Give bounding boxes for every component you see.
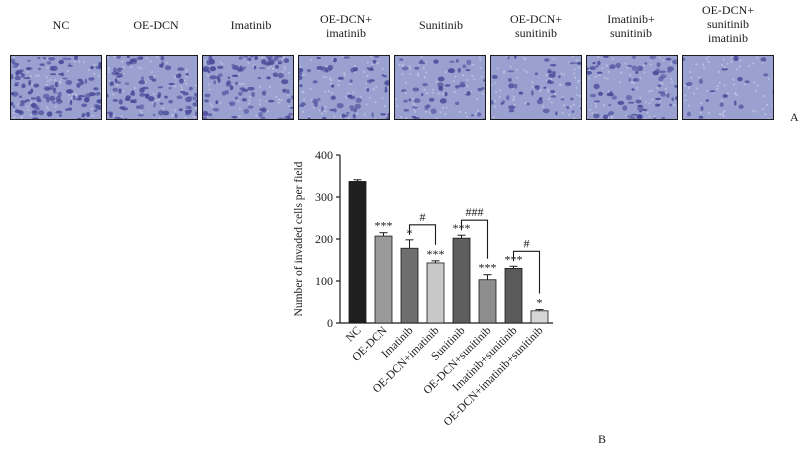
panel-a-label-4: Sunitinib bbox=[418, 18, 463, 32]
bar-3 bbox=[426, 262, 445, 324]
y-tick-label: 300 bbox=[315, 190, 333, 204]
panel-a-label-1: OE-DCN bbox=[133, 18, 179, 32]
micrograph-sunitinib bbox=[394, 55, 486, 120]
category-label: NC bbox=[344, 324, 364, 344]
micrograph-oe-dcn bbox=[106, 55, 198, 120]
micrograph-image bbox=[587, 56, 677, 119]
comparison-bracket bbox=[512, 250, 541, 294]
micrograph-image bbox=[683, 56, 773, 119]
panel-a-tag: A bbox=[790, 110, 799, 124]
y-tick-label: 100 bbox=[315, 274, 333, 288]
bar-5 bbox=[478, 279, 497, 324]
bar-2 bbox=[400, 247, 419, 324]
bar-1 bbox=[374, 235, 393, 324]
bar-4 bbox=[452, 237, 471, 324]
bar-6 bbox=[504, 267, 523, 324]
panel-a-label-0: NC bbox=[52, 18, 70, 32]
panel-a-label-5: OE-DCN+ sunitinib bbox=[509, 12, 563, 40]
comparison-label: ### bbox=[466, 205, 484, 219]
comparison-label: # bbox=[524, 236, 530, 250]
significance-mark: *** bbox=[479, 261, 497, 275]
micrograph-imatinib-sunitinib bbox=[586, 55, 678, 120]
y-tick-label: 400 bbox=[315, 148, 333, 162]
panel-a-label-2: Imatinib bbox=[230, 18, 272, 32]
micrograph-image bbox=[299, 56, 389, 119]
micrograph-imatinib bbox=[202, 55, 294, 120]
panel-a-label-3: OE-DCN+ imatinib bbox=[319, 12, 373, 40]
micrograph-oe-dcn-imatinib bbox=[298, 55, 390, 120]
significance-mark: *** bbox=[375, 219, 393, 233]
panel-b-tag: B bbox=[598, 432, 607, 446]
micrograph-image bbox=[395, 56, 485, 119]
panel-a-label-6: Imatinib+ sunitinib bbox=[607, 12, 655, 40]
bar-0 bbox=[348, 181, 367, 324]
micrograph-nc bbox=[10, 55, 102, 120]
y-tick-label: 200 bbox=[315, 232, 333, 246]
y-axis-label: Number of invaded cells per field bbox=[293, 161, 305, 316]
micrograph-image bbox=[11, 56, 101, 119]
bar-7 bbox=[530, 310, 549, 324]
significance-mark: * bbox=[537, 296, 543, 310]
comparison-bracket bbox=[460, 219, 489, 259]
panel-a-label-7: OE-DCN+ sunitinib imatinib bbox=[701, 3, 755, 45]
micrograph-oe-dcn-sunitinib-imatinib bbox=[682, 55, 774, 120]
micrograph-image bbox=[491, 56, 581, 119]
significance-mark: *** bbox=[427, 247, 445, 261]
micrograph-image bbox=[107, 56, 197, 119]
comparison-bracket bbox=[408, 224, 437, 245]
comparison-label: # bbox=[420, 210, 426, 224]
micrograph-image bbox=[203, 56, 293, 119]
micrograph-oe-dcn-sunitinib bbox=[490, 55, 582, 120]
y-tick-label: 0 bbox=[327, 316, 333, 330]
invasion-bar-chart: 0 100 200 300 400 Number of invaded cells per… bbox=[293, 148, 553, 429]
